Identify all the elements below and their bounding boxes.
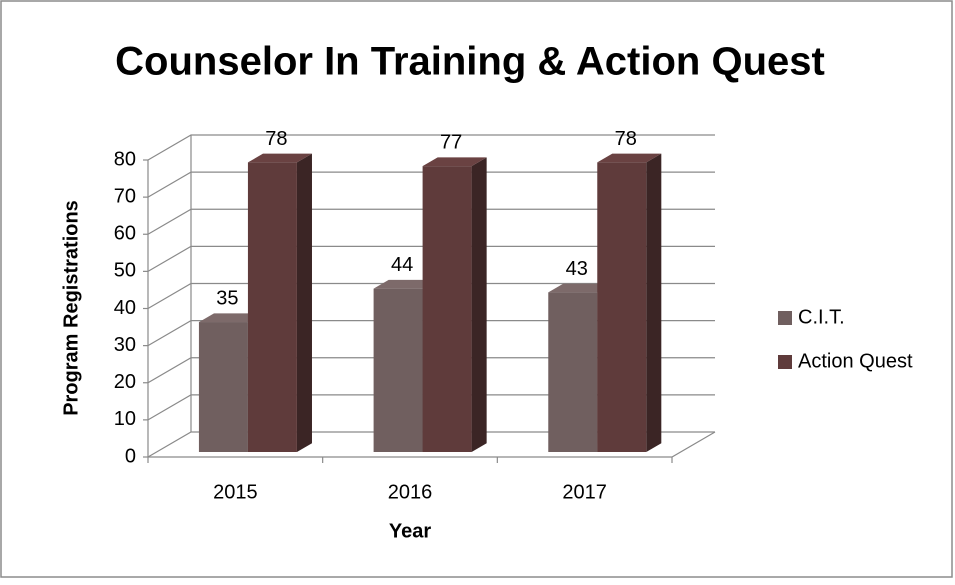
bar: [422, 166, 472, 452]
y-tick-label: 40: [114, 297, 136, 319]
y-tick-label: 0: [125, 445, 136, 467]
legend-label: Action Quest: [798, 350, 913, 372]
bar-top: [548, 283, 613, 293]
data-label: 77: [440, 132, 462, 154]
y-tick-label: 20: [114, 371, 136, 393]
y-tick-label: 50: [114, 260, 136, 282]
data-label: 35: [216, 288, 238, 310]
y-tick-label: 70: [114, 185, 136, 207]
legend-label: C.I.T.: [798, 306, 845, 328]
bar-side: [471, 157, 487, 452]
y-tick-label: 30: [114, 334, 136, 356]
bar-top: [422, 157, 487, 167]
y-tick-label: 80: [114, 148, 136, 170]
bar: [198, 322, 248, 452]
bar: [548, 292, 598, 452]
x-tick-label: 2016: [388, 481, 433, 503]
bar: [597, 162, 647, 453]
bar-top: [198, 313, 263, 323]
legend-swatch: [778, 311, 792, 325]
bar-top: [247, 153, 312, 163]
y-tick-label: 10: [114, 408, 136, 430]
data-label: 43: [566, 258, 588, 280]
bar-top: [597, 153, 662, 163]
bar: [247, 162, 297, 453]
data-label: 44: [391, 254, 413, 276]
bar-top: [373, 279, 438, 289]
bar: [373, 288, 423, 452]
data-label: 78: [615, 128, 637, 150]
x-axis-label: Year: [389, 520, 431, 542]
data-label: 78: [265, 128, 287, 150]
y-tick-label: 60: [114, 223, 136, 245]
x-tick-label: 2015: [213, 481, 258, 503]
legend-swatch: [778, 355, 792, 369]
bar-side: [296, 153, 312, 453]
x-tick-label: 2017: [562, 481, 607, 503]
y-axis-label: Program Registrations: [60, 200, 82, 416]
bar-side: [646, 153, 662, 453]
chart-title: Counselor In Training & Action Quest: [115, 40, 825, 84]
